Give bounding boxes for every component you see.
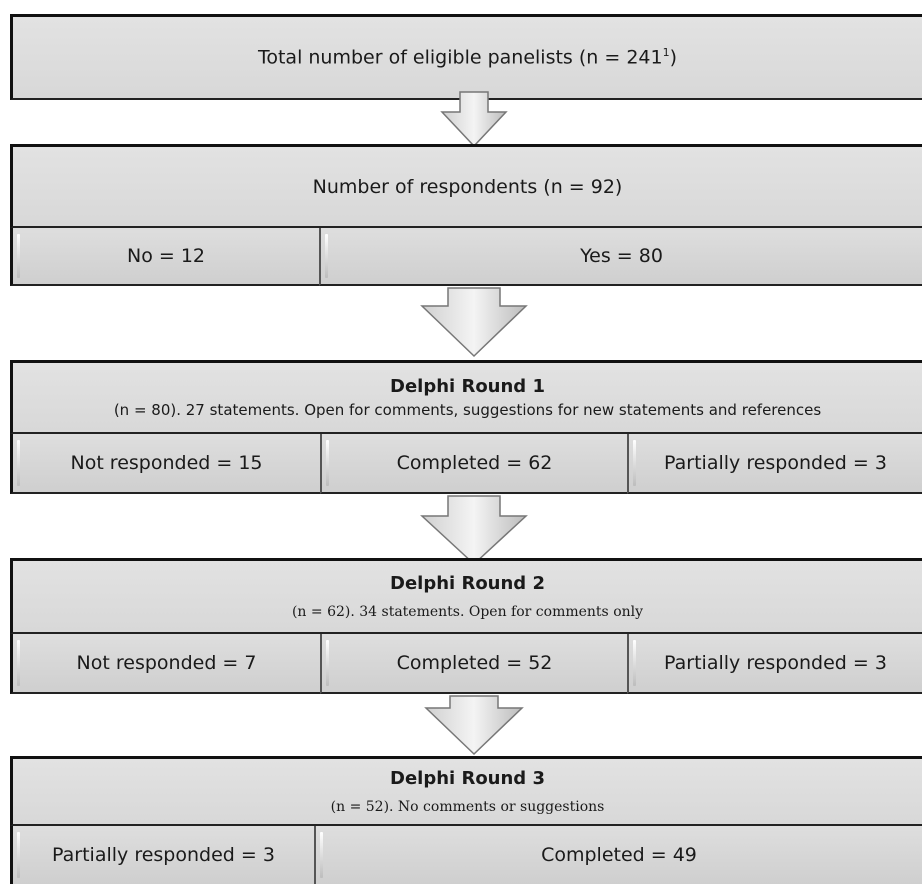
- respondents-no-label: No = 12: [126, 245, 205, 267]
- round2-completed-label: Completed = 52: [396, 652, 553, 674]
- round2-partial-cell: Partially responded = 3: [627, 634, 922, 694]
- respondents-yes-label: Yes = 80: [580, 245, 663, 267]
- round2-partial-label: Partially responded = 3: [664, 652, 887, 674]
- round2-subtitle: (n = 62). 34 statements. Open for commen…: [291, 604, 644, 620]
- round1-completed-label: Completed = 62: [396, 452, 553, 474]
- round3-partial-label: Partially responded = 3: [52, 844, 275, 866]
- round1-box: Delphi Round 1 (n = 80). 27 statements. …: [10, 360, 922, 434]
- round1-title: Delphi Round 1: [390, 376, 545, 397]
- round1-not-responded-cell: Not responded = 15: [10, 434, 320, 494]
- round3-subtitle: (n = 52). No comments or suggestions: [330, 799, 605, 815]
- respondents-yes-cell: Yes = 80: [319, 228, 922, 286]
- round3-completed-label: Completed = 49: [541, 844, 697, 866]
- down-arrow-icon: [440, 91, 508, 148]
- round3-completed-cell: Completed = 49: [314, 826, 922, 884]
- round2-not-responded-cell: Not responded = 7: [10, 634, 320, 694]
- round2-box: Delphi Round 2 (n = 62). 34 statements. …: [10, 558, 922, 634]
- down-arrow-icon: [424, 695, 524, 756]
- round2-not-responded-label: Not responded = 7: [76, 652, 257, 674]
- round2-title: Delphi Round 2: [390, 573, 545, 594]
- respondents-box: Number of respondents (n = 92): [10, 144, 922, 228]
- round3-title: Delphi Round 3: [390, 768, 545, 789]
- down-arrow-icon: [420, 287, 528, 358]
- round1-partial-label: Partially responded = 3: [664, 452, 887, 474]
- total-panelists-text: Total number of eligible panelists (n = …: [257, 46, 678, 69]
- round3-partial-cell: Partially responded = 3: [10, 826, 314, 884]
- round1-not-responded-label: Not responded = 15: [70, 452, 263, 474]
- round3-box: Delphi Round 3 (n = 52). No comments or …: [10, 756, 922, 826]
- respondents-no-cell: No = 12: [10, 228, 319, 286]
- total-panelists-box: Total number of eligible panelists (n = …: [10, 14, 922, 100]
- round2-completed-cell: Completed = 52: [320, 634, 627, 694]
- down-arrow-icon: [420, 495, 528, 566]
- round1-subtitle: (n = 80). 27 statements. Open for commen…: [113, 401, 822, 419]
- round1-partial-cell: Partially responded = 3: [627, 434, 922, 494]
- round1-completed-cell: Completed = 62: [320, 434, 627, 494]
- respondents-title: Number of respondents (n = 92): [312, 175, 623, 198]
